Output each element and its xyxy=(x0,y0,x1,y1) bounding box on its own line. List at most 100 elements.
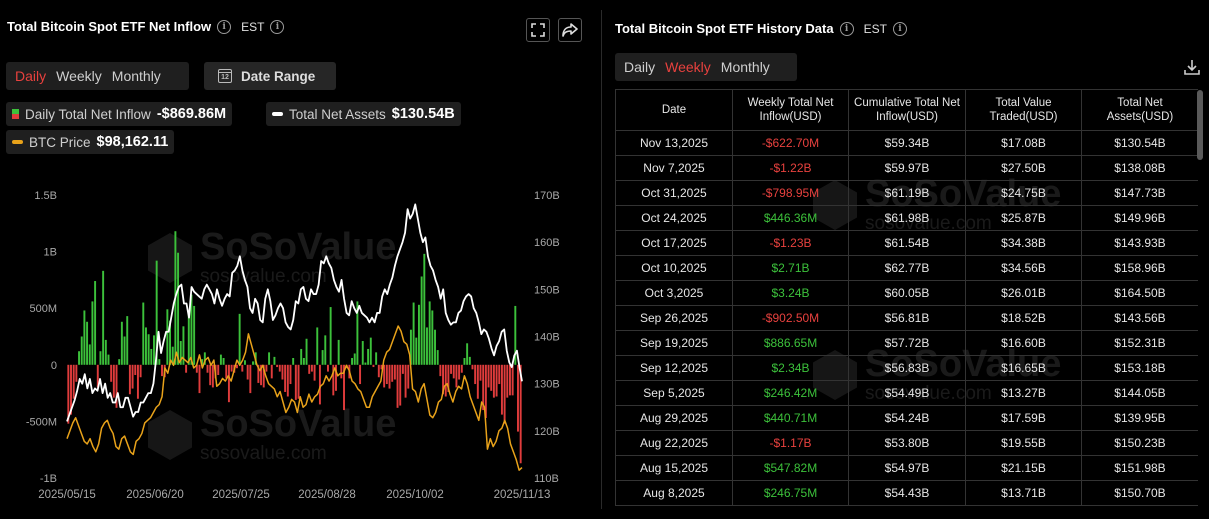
column-header-value-traded[interactable]: Total Value Traded(USD) xyxy=(965,89,1082,131)
legend-btc[interactable]: BTC Price $98,162.11 xyxy=(6,130,175,154)
cell-cumulative-inflow: $54.24B xyxy=(848,405,966,431)
cell-net-assets: $150.70B xyxy=(1081,480,1198,506)
cell-weekly-inflow: $2.71B xyxy=(732,255,849,281)
download-icon[interactable] xyxy=(1183,58,1201,76)
inflow-bar xyxy=(115,364,118,408)
x-tick-label: 2025/06/20 xyxy=(126,489,184,501)
inflow-bar xyxy=(482,364,485,411)
timezone-label: EST xyxy=(241,19,265,34)
date-range-button[interactable]: 12 Date Range xyxy=(204,62,336,90)
inflow-bar xyxy=(329,307,332,365)
history-tab-monthly[interactable]: Monthly xyxy=(720,59,770,75)
inflow-bar xyxy=(270,364,273,379)
inflow-bar xyxy=(257,364,260,383)
inflow-bar xyxy=(123,336,126,365)
cell-value-traded: $16.65B xyxy=(965,355,1082,381)
cell-date: Sep 5,2025 xyxy=(615,380,733,406)
history-table-wrap[interactable]: Date Weekly Total Net Inflow(USD) Cumula… xyxy=(615,89,1198,509)
inflow-bar xyxy=(179,341,182,365)
table-row: Sep 26,2025 -$902.50M $56.81B $18.52B $143.5… xyxy=(615,305,1198,331)
timezone-info-icon[interactable]: i xyxy=(270,19,285,34)
inflow-bar xyxy=(450,364,453,374)
expand-icon[interactable] xyxy=(526,18,550,42)
inflow-bar xyxy=(393,364,396,380)
cell-cumulative-inflow: $61.19B xyxy=(848,180,966,206)
table-scrollbar[interactable] xyxy=(1197,90,1203,160)
inflow-bar xyxy=(112,364,115,398)
legend-assets-value: $130.54B xyxy=(391,106,455,122)
column-header-weekly-inflow[interactable]: Weekly Total Net Inflow(USD) xyxy=(732,89,849,131)
inflow-bar xyxy=(244,360,246,365)
inflow-bar xyxy=(391,364,394,382)
cell-weekly-inflow: $246.75M xyxy=(732,480,849,506)
cell-cumulative-inflow: $56.81B xyxy=(848,305,966,331)
legend-assets[interactable]: Total Net Assets $130.54B xyxy=(266,102,461,126)
history-panel: Total Bitcoin Spot ETF History Data i ES… xyxy=(603,0,1209,519)
inflow-bar xyxy=(316,327,319,365)
history-tab-weekly[interactable]: Weekly xyxy=(665,59,711,75)
inflow-bar xyxy=(471,364,474,370)
cell-date: Sep 26,2025 xyxy=(615,305,733,331)
btc-swatch xyxy=(12,140,23,144)
inflow-bar xyxy=(217,364,220,375)
tab-monthly[interactable]: Monthly xyxy=(111,68,161,84)
inflow-bar xyxy=(273,356,276,365)
cell-weekly-inflow: -$1.22B xyxy=(732,155,849,181)
x-tick-label: 2025/11/13 xyxy=(494,489,551,501)
cell-date: Oct 17,2025 xyxy=(615,230,733,256)
inflow-bar xyxy=(343,364,345,411)
inflow-bar xyxy=(136,364,139,399)
inflow-bar xyxy=(380,364,383,370)
inflow-bar xyxy=(428,301,431,365)
tab-weekly[interactable]: Weekly xyxy=(56,68,102,84)
inflow-bar xyxy=(195,364,198,373)
y-left-tick-label: -1B xyxy=(40,473,57,485)
history-tab-daily[interactable]: Daily xyxy=(624,59,656,75)
inflow-bar xyxy=(91,301,94,365)
column-header-cumulative-inflow[interactable]: Cumulative Total Net Inflow(USD) xyxy=(848,89,966,131)
inflow-bar xyxy=(94,281,97,365)
inflow-bar xyxy=(206,364,209,373)
inflow-bar xyxy=(158,359,161,365)
tab-daily[interactable]: Daily xyxy=(15,68,47,84)
share-icon[interactable] xyxy=(558,18,582,42)
cell-value-traded: $34.38B xyxy=(965,230,1082,256)
inflow-bar xyxy=(294,364,297,400)
cell-weekly-inflow: $446.36M xyxy=(732,205,849,231)
cell-cumulative-inflow: $59.34B xyxy=(848,130,966,156)
cell-net-assets: $164.50B xyxy=(1081,280,1198,306)
cell-date: Oct 31,2025 xyxy=(615,180,733,206)
inflow-bar xyxy=(383,364,386,388)
inflow-bar xyxy=(131,364,134,389)
inflow-bar xyxy=(104,339,107,365)
table-row: Sep 12,2025 $2.34B $56.83B $16.65B $153.18B xyxy=(615,355,1198,381)
history-timezone-info-icon[interactable]: i xyxy=(892,21,907,36)
y-right-tick-label: 110B xyxy=(534,473,559,485)
inflow-bar xyxy=(474,364,477,385)
inflow-bar xyxy=(340,364,343,379)
info-icon[interactable]: i xyxy=(217,19,232,34)
column-header-net-assets[interactable]: Total Net Assets(USD) xyxy=(1081,89,1198,131)
cell-weekly-inflow: $440.71M xyxy=(732,405,849,431)
inflow-bar xyxy=(185,364,188,373)
cell-value-traded: $19.55B xyxy=(965,430,1082,456)
inflow-bar xyxy=(426,327,428,365)
cell-date: Oct 24,2025 xyxy=(615,205,733,231)
inflow-bar xyxy=(222,358,225,365)
cell-weekly-inflow: $246.42M xyxy=(732,380,849,406)
info-icon[interactable]: i xyxy=(839,21,854,36)
x-tick-label: 2025/07/25 xyxy=(212,489,270,501)
legend-inflow[interactable]: Daily Total Net Inflow -$869.86M xyxy=(6,102,233,126)
cell-net-assets: $150.23B xyxy=(1081,430,1198,456)
cell-value-traded: $24.75B xyxy=(965,180,1082,206)
cell-date: Nov 7,2025 xyxy=(615,155,733,181)
inflow-bar xyxy=(120,321,123,365)
inflow-bar xyxy=(72,364,75,399)
cell-weekly-inflow: $3.24B xyxy=(732,280,849,306)
inflow-bar xyxy=(318,364,321,405)
inflow-bar xyxy=(155,260,158,365)
history-title: Total Bitcoin Spot ETF History Data xyxy=(615,21,834,36)
column-header-date[interactable]: Date xyxy=(615,89,733,131)
inflow-bar xyxy=(514,305,517,365)
cell-value-traded: $34.56B xyxy=(965,255,1082,281)
